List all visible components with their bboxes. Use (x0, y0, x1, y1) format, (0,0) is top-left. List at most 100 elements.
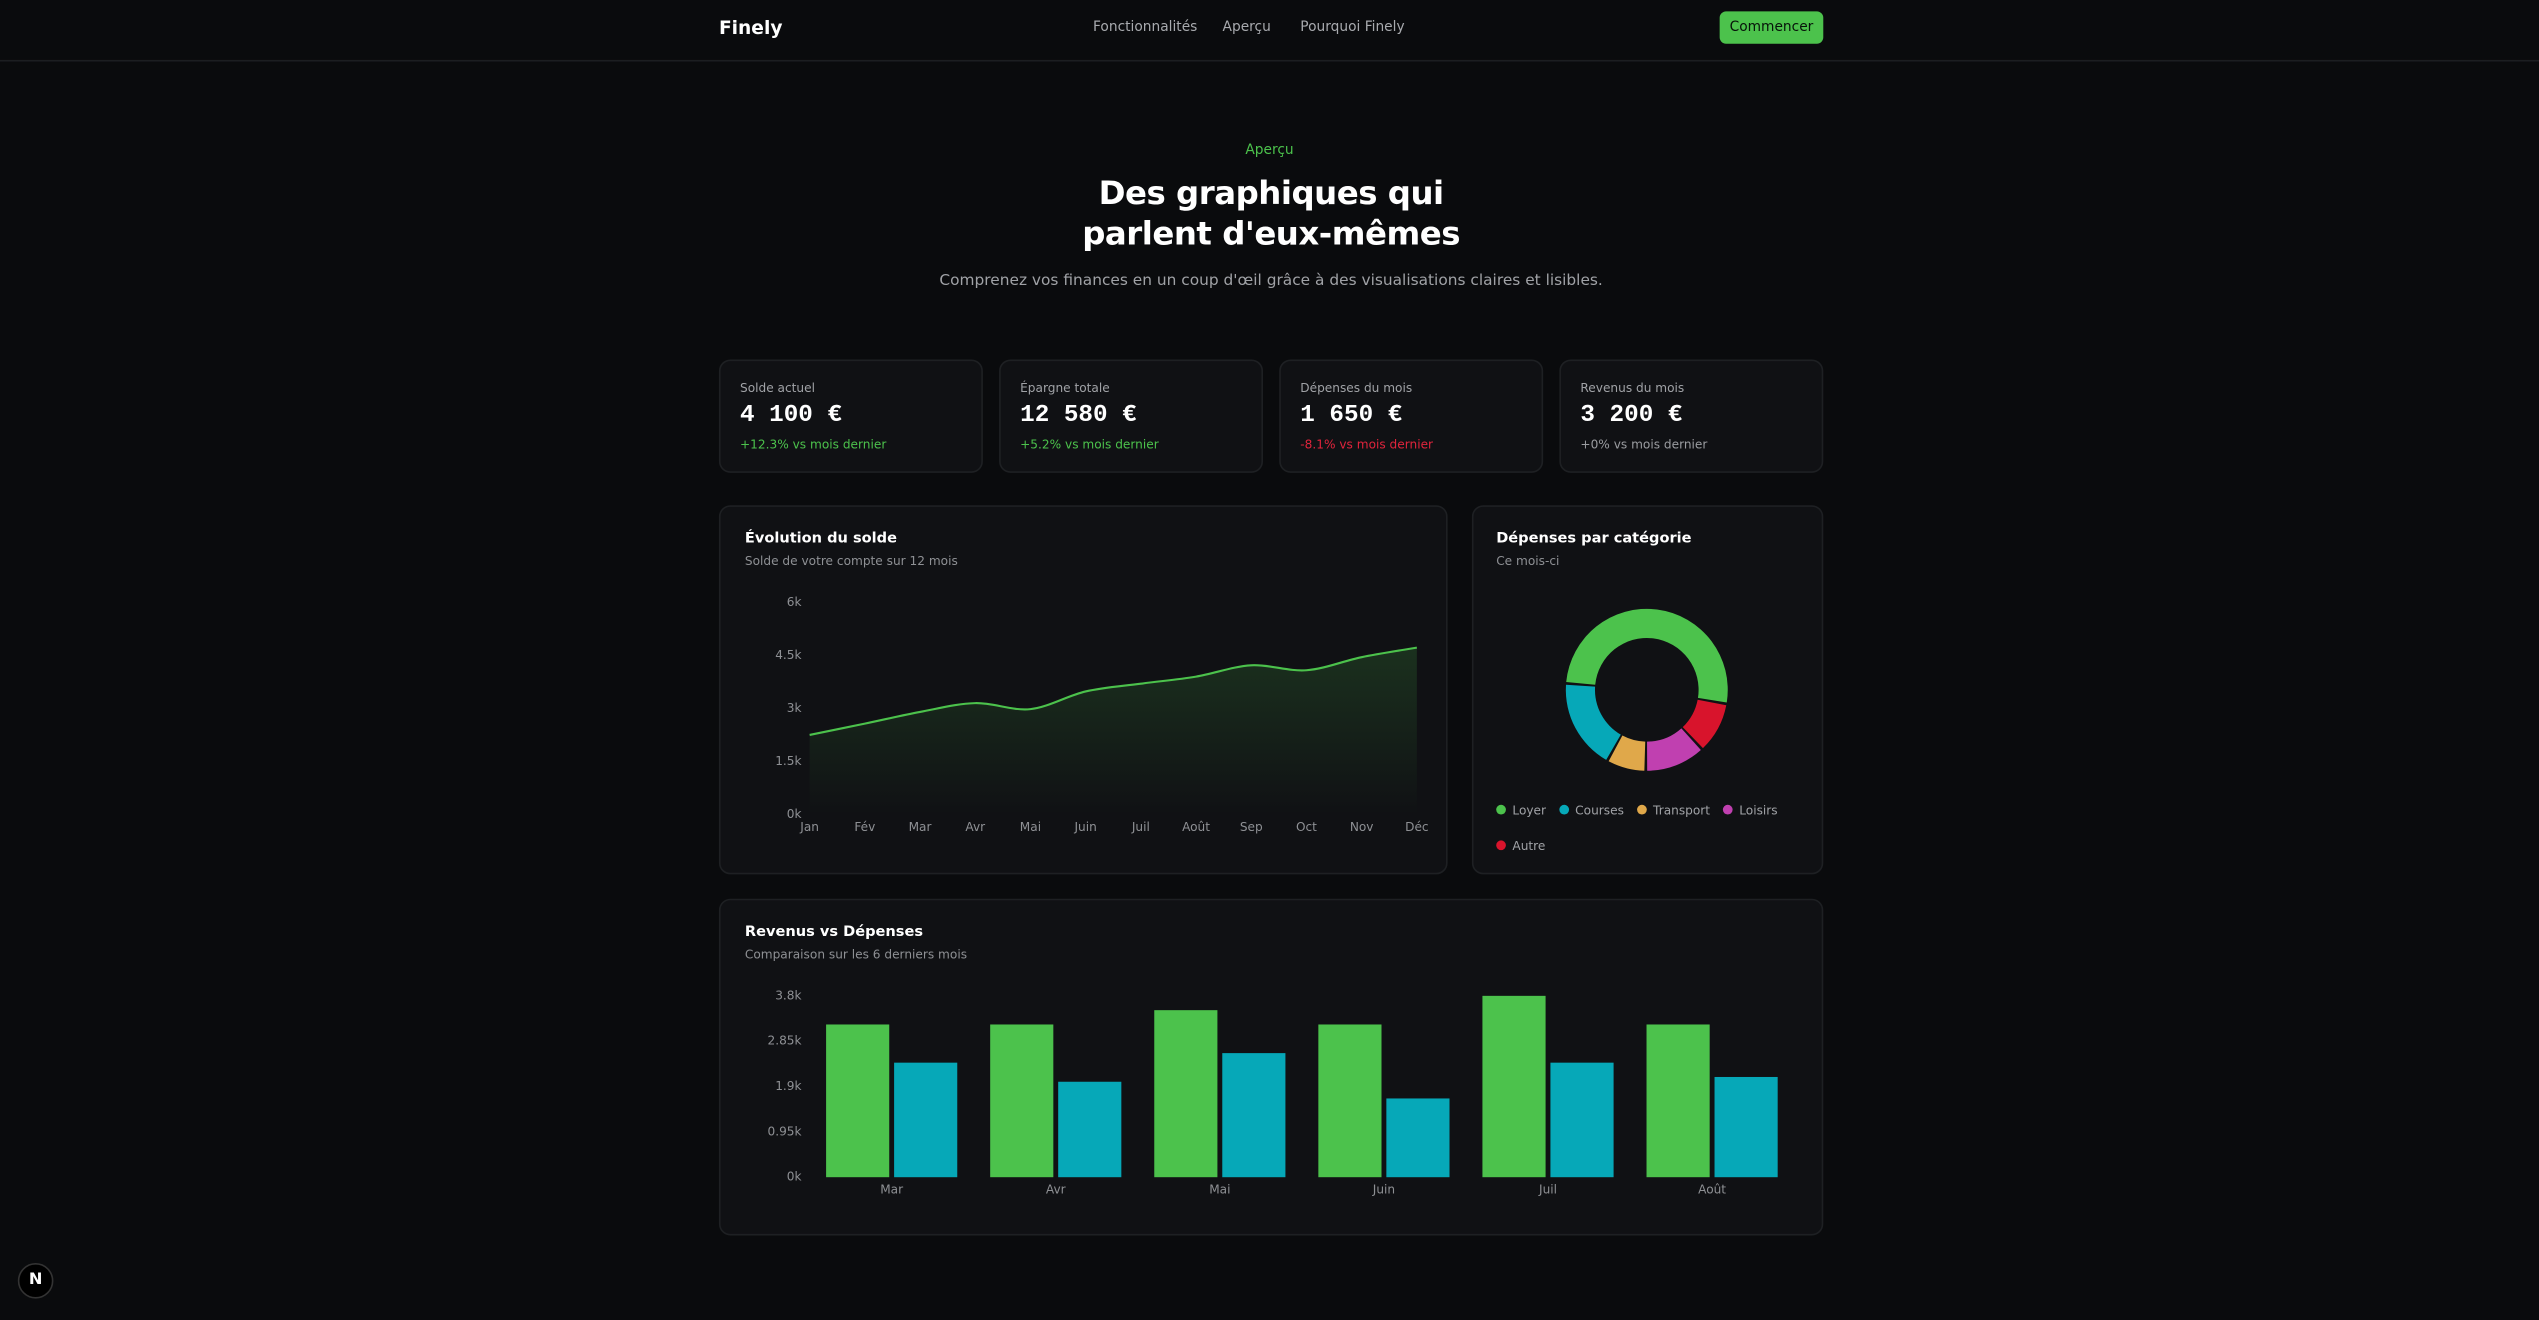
bar (1058, 1081, 1122, 1178)
bar (894, 1062, 958, 1178)
x-tick-label: Juin (1073, 820, 1096, 834)
y-tick-label: 0.95k (768, 1124, 802, 1138)
stat-label: Épargne totale (1020, 380, 1110, 396)
y-tick-label: 3.8k (775, 988, 801, 1002)
nav-link[interactable]: Fonctionnalités (1093, 19, 1198, 36)
stat-card (999, 359, 1264, 473)
area (809, 647, 1417, 815)
pie-slice (1566, 608, 1728, 703)
chart-subtitle: Comparaison sur les 6 derniers mois (744, 947, 968, 962)
legend-label: Autre (1512, 837, 1546, 853)
x-tick-label: Août (1182, 820, 1210, 834)
stat-value: 3 200 € (1580, 401, 1683, 430)
x-tick-label: Avr (1046, 1183, 1066, 1197)
x-tick-label: Déc (1405, 820, 1428, 834)
y-tick-label: 2.85k (768, 1034, 802, 1048)
x-tick-label: Mar (880, 1183, 903, 1197)
legend: Loyer Courses Transport Loisirs Autre (1496, 800, 1804, 855)
eyebrow: Aperçu (1245, 142, 1294, 159)
pie-slice (1565, 684, 1621, 760)
x-tick-label: Juil (1131, 820, 1150, 834)
legend-label: Loyer (1512, 802, 1547, 817)
x-tick-label: Oct (1296, 820, 1317, 834)
legend-swatch (1496, 840, 1506, 851)
chart-title: Revenus vs Dépenses (744, 924, 924, 941)
x-tick-label: Fév (854, 820, 875, 834)
legend-label: Loisirs (1739, 802, 1778, 817)
legend-swatch (1636, 804, 1647, 815)
legend-swatch (1558, 804, 1569, 815)
x-tick-label: Avr (965, 820, 985, 834)
dev-badge[interactable]: N (17, 1263, 54, 1299)
stat-value: 1 650 € (1300, 401, 1403, 430)
stat-label: Revenus du mois (1580, 380, 1685, 396)
stat-label: Dépenses du mois (1300, 380, 1413, 396)
stat-change: +5.2% vs mois dernier (1020, 437, 1159, 452)
stat-value: 12 580 € (1020, 401, 1137, 430)
y-tick-label: 3k (787, 701, 802, 715)
stat-label: Solde actuel (740, 380, 815, 396)
legend-item: Autre (1496, 836, 1545, 855)
hero-subtitle: Comprenez vos finances en un coup d'œil … (939, 272, 1603, 290)
bar (1482, 995, 1546, 1178)
legend-item: Courses (1558, 800, 1624, 819)
chart-title: Évolution du solde (744, 531, 898, 548)
bar (1646, 1024, 1710, 1178)
bar (1318, 1024, 1382, 1178)
x-tick-label: Sep (1240, 820, 1263, 834)
stat-card (718, 359, 983, 473)
chart-subtitle: Ce mois-ci (1496, 553, 1560, 569)
x-tick-label: Juin (1372, 1183, 1395, 1197)
bar (990, 1024, 1054, 1178)
bar (1714, 1076, 1778, 1178)
bar (1222, 1053, 1286, 1178)
stat-change: +0% vs mois dernier (1580, 437, 1708, 452)
legend-swatch (1723, 804, 1733, 815)
legend-swatch (1496, 804, 1506, 815)
bar (1386, 1098, 1450, 1178)
x-tick-label: Juil (1538, 1183, 1557, 1197)
navbar (0, 0, 2539, 62)
y-tick-label: 0k (787, 807, 802, 821)
nav-link[interactable]: Pourquoi Finely (1300, 19, 1405, 36)
y-tick-label: 0k (787, 1170, 802, 1184)
y-tick-label: 4.5k (775, 648, 801, 662)
bar (826, 1024, 890, 1178)
y-tick-label: 1.9k (775, 1079, 801, 1093)
pie-slice (1682, 699, 1727, 749)
y-tick-label: 1.5k (775, 754, 801, 768)
x-tick-label: Mar (909, 820, 932, 834)
legend-label: Transport (1653, 802, 1711, 817)
x-tick-label: Nov (1350, 820, 1374, 834)
hero-title: parlent d'eux-mêmes (1082, 213, 1461, 253)
stat-card (1279, 359, 1544, 473)
legend-label: Courses (1575, 802, 1624, 817)
line (809, 646, 1418, 736)
hero-title: Des graphiques qui (1098, 173, 1445, 213)
stat-card (1559, 359, 1824, 473)
x-tick-label: Août (1698, 1183, 1726, 1197)
legend-item: Transport (1636, 800, 1711, 819)
stat-change: -8.1% vs mois dernier (1300, 437, 1434, 452)
x-tick-label: Mai (1020, 820, 1041, 834)
stat-value: 4 100 € (740, 401, 843, 430)
bar (1154, 1010, 1218, 1178)
legend-item: Loisirs (1723, 800, 1778, 819)
bar (1550, 1062, 1614, 1178)
legend-item: Loyer (1496, 800, 1546, 819)
pie-slice (1647, 728, 1701, 771)
x-tick-label: Mai (1209, 1183, 1230, 1197)
cta-button[interactable]: Commencer (1719, 11, 1824, 44)
chart-subtitle: Solde de votre compte sur 12 mois (744, 553, 958, 569)
brand[interactable]: Finely (718, 16, 783, 39)
stat-change: +12.3% vs mois dernier (740, 437, 887, 452)
nav-link[interactable]: Aperçu (1222, 19, 1271, 36)
y-tick-label: 6k (787, 595, 802, 609)
pie-slice (1608, 735, 1646, 771)
card (1471, 505, 1824, 875)
chart-title: Dépenses par catégorie (1496, 531, 1692, 548)
x-tick-label: Jan (799, 820, 819, 834)
